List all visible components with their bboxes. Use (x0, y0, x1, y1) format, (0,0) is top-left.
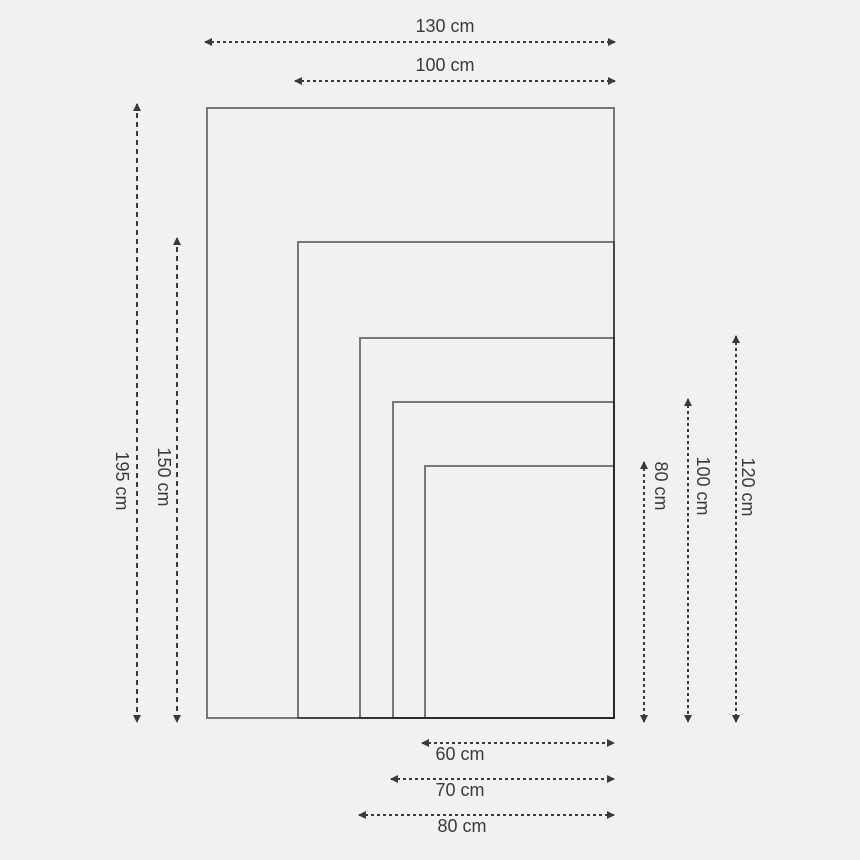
dimension-arrow-width-70 (390, 775, 615, 783)
dimension-arrow-height-80 (640, 461, 648, 723)
dimension-label-width-80: 80 cm (437, 816, 487, 837)
dimension-label-width-60: 60 cm (435, 744, 485, 765)
dimension-label-height-150: 150 cm (153, 447, 174, 507)
dimension-label-width-130: 130 cm (415, 16, 475, 37)
dimension-arrow-width-80 (358, 811, 615, 819)
size-rect-60x80 (424, 465, 615, 719)
dimension-arrow-width-130 (204, 38, 616, 46)
dimension-label-width-70: 70 cm (435, 780, 485, 801)
dimension-arrow-width-100 (294, 77, 616, 85)
dimension-arrow-height-150 (173, 237, 181, 723)
dimension-arrow-width-60 (421, 739, 615, 747)
dimension-arrow-height-100 (684, 398, 692, 723)
dimension-label-width-100: 100 cm (415, 55, 475, 76)
dimension-label-height-195: 195 cm (111, 451, 132, 511)
dimension-label-height-120: 120 cm (737, 457, 758, 517)
dimension-label-height-80: 80 cm (650, 461, 671, 511)
dimension-arrow-height-195 (133, 103, 141, 723)
dimension-arrow-height-120 (732, 335, 740, 723)
dimension-label-height-100: 100 cm (692, 456, 713, 516)
